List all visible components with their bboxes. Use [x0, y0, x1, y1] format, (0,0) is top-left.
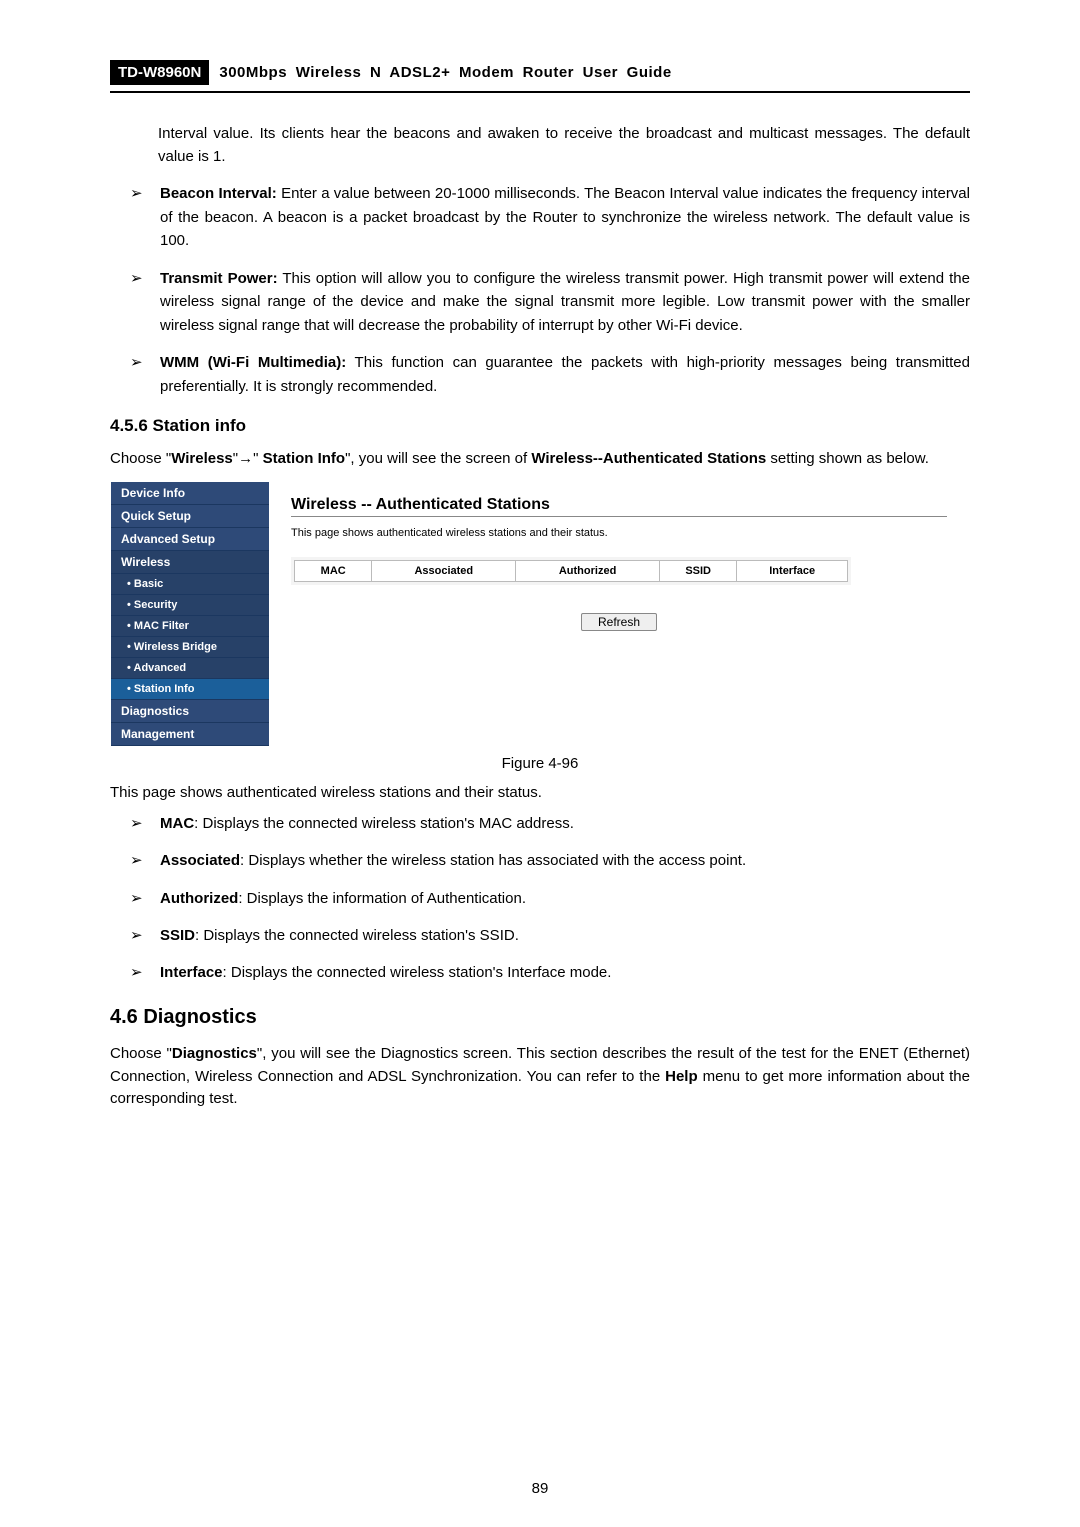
pane-divider [291, 516, 947, 517]
bold: Station Info [263, 450, 346, 467]
sidebar-item-device-info[interactable]: Device Info [111, 482, 269, 505]
section-heading-46: 4.6 Diagnostics [110, 1006, 970, 1029]
term: Interface [160, 964, 223, 981]
sidebar-item-basic[interactable]: Basic [111, 574, 269, 595]
sidebar: Device Info Quick Setup Advanced Setup W… [111, 482, 269, 746]
refresh-button[interactable]: Refresh [581, 613, 657, 631]
doc-title: 300Mbps Wireless N ADSL2+ Modem Router U… [219, 64, 671, 81]
sidebar-item-wireless-bridge[interactable]: Wireless Bridge [111, 637, 269, 658]
model-badge: TD-W8960N [110, 60, 209, 85]
sidebar-item-security[interactable]: Security [111, 595, 269, 616]
list-item: WMM (Wi-Fi Multimedia): This function ca… [110, 351, 970, 398]
term-text: : Displays the connected wireless statio… [194, 815, 574, 832]
bold: Help [665, 1068, 698, 1085]
sidebar-item-wireless[interactable]: Wireless [111, 551, 269, 574]
sidebar-item-diagnostics[interactable]: Diagnostics [111, 700, 269, 723]
term-text: : Displays whether the wireless station … [240, 852, 746, 869]
header-rule [110, 91, 970, 93]
bold: Wireless [171, 450, 233, 467]
txt: Choose " [110, 1045, 172, 1062]
refresh-row: Refresh [291, 613, 947, 631]
screenshot-figure: Device Info Quick Setup Advanced Setup W… [110, 481, 970, 747]
list-item: SSID: Displays the connected wireless st… [110, 924, 970, 947]
col-authorized: Authorized [516, 560, 660, 581]
station-table-wrap: MAC Associated Authorized SSID Interface [291, 557, 851, 585]
term-text: : Displays the connected wireless statio… [223, 964, 612, 981]
list-item: Interface: Displays the connected wirele… [110, 961, 970, 984]
content-pane: Wireless -- Authenticated Stations This … [269, 482, 969, 746]
txt: ", you will see the screen of [345, 450, 531, 467]
term-text: : Displays the connected wireless statio… [195, 927, 519, 944]
sidebar-item-station-info[interactable]: Station Info [111, 679, 269, 700]
term: Associated [160, 852, 240, 869]
list-item: Authorized: Displays the information of … [110, 887, 970, 910]
sidebar-item-management[interactable]: Management [111, 723, 269, 746]
list-item: Transmit Power: This option will allow y… [110, 267, 970, 338]
section-heading-456: 4.5.6 Station info [110, 416, 970, 436]
intro-paragraph: Interval value. Its clients hear the bea… [158, 123, 970, 168]
bold: Diagnostics [172, 1045, 257, 1062]
page-number: 89 [0, 1480, 1080, 1497]
sidebar-item-mac-filter[interactable]: MAC Filter [111, 616, 269, 637]
term: MAC [160, 815, 194, 832]
doc-header: TD-W8960N 300Mbps Wireless N ADSL2+ Mode… [110, 60, 970, 85]
txt: setting shown as below. [766, 450, 929, 467]
bold: Wireless--Authenticated Stations [531, 450, 766, 467]
col-ssid: SSID [659, 560, 736, 581]
pane-description: This page shows authenticated wireless s… [291, 527, 947, 539]
list-item: MAC: Displays the connected wireless sta… [110, 812, 970, 835]
txt: " [253, 450, 263, 467]
field-bullet-list: MAC: Displays the connected wireless sta… [110, 812, 970, 984]
term-text: : Displays the information of Authentica… [238, 890, 526, 907]
col-mac: MAC [295, 560, 372, 581]
col-interface: Interface [737, 560, 848, 581]
sidebar-item-quick-setup[interactable]: Quick Setup [111, 505, 269, 528]
term: SSID [160, 927, 195, 944]
arrow-icon: → [238, 450, 253, 467]
txt: Choose " [110, 450, 171, 467]
term: Beacon Interval: [160, 185, 277, 202]
after-figure-para: This page shows authenticated wireless s… [110, 782, 970, 805]
table-header-row: MAC Associated Authorized SSID Interface [295, 560, 848, 581]
list-item: Beacon Interval: Enter a value between 2… [110, 182, 970, 253]
term: Transmit Power: [160, 270, 278, 287]
station-table: MAC Associated Authorized SSID Interface [294, 560, 848, 582]
term-text: This option will allow you to configure … [160, 270, 970, 334]
section-46-para: Choose "Diagnostics", you will see the D… [110, 1043, 970, 1111]
page: TD-W8960N 300Mbps Wireless N ADSL2+ Mode… [0, 0, 1080, 1527]
list-item: Associated: Displays whether the wireles… [110, 849, 970, 872]
router-ui: Device Info Quick Setup Advanced Setup W… [110, 481, 970, 747]
col-associated: Associated [372, 560, 516, 581]
sidebar-item-advanced[interactable]: Advanced [111, 658, 269, 679]
term: WMM (Wi-Fi Multimedia): [160, 354, 346, 371]
pane-title: Wireless -- Authenticated Stations [291, 496, 947, 514]
figure-caption: Figure 4-96 [110, 755, 970, 772]
beacon-bullet-list: Beacon Interval: Enter a value between 2… [110, 182, 970, 398]
sidebar-item-advanced-setup[interactable]: Advanced Setup [111, 528, 269, 551]
section-456-intro: Choose "Wireless"→" Station Info", you w… [110, 448, 970, 471]
term: Authorized [160, 890, 238, 907]
term-text: Enter a value between 20-1000 millisecon… [160, 185, 970, 249]
